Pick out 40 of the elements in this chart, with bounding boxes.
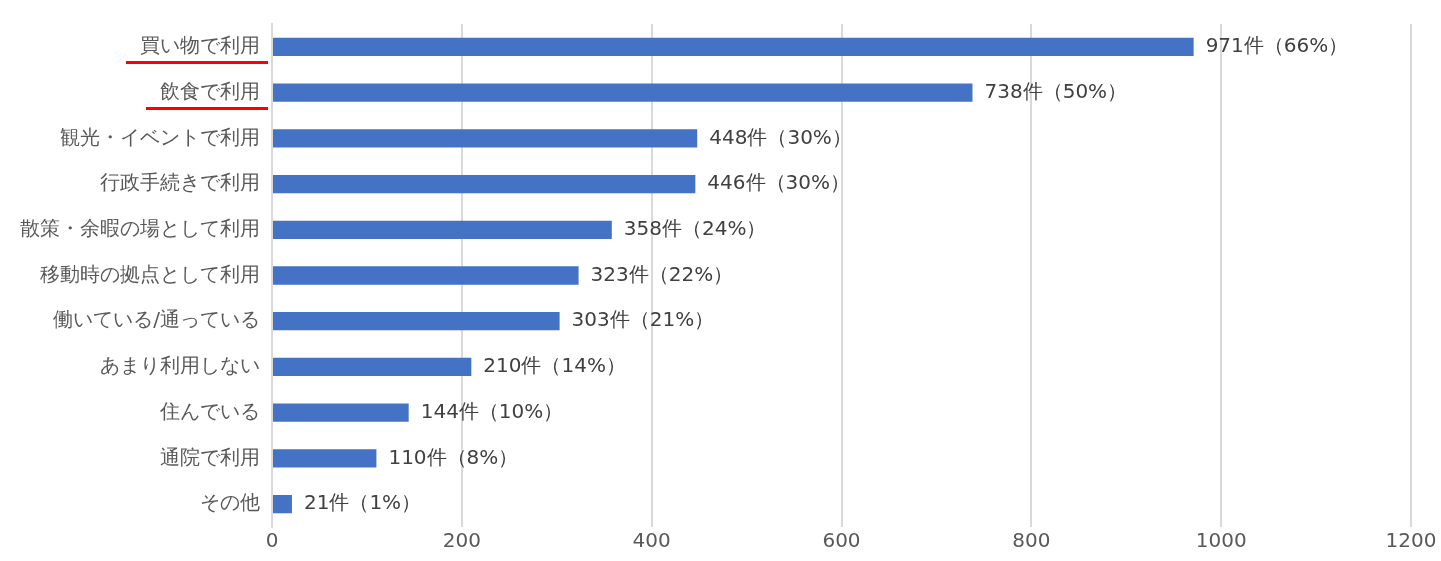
data-label: 446件（30%） xyxy=(707,170,850,195)
y-tick-label: 通院で利用 xyxy=(160,444,260,469)
y-tick-label: 買い物で利用 xyxy=(140,33,260,58)
data-label: 144件（10%） xyxy=(420,398,564,423)
data-label: 21件（1%） xyxy=(303,490,422,515)
data-label: 358件（24%） xyxy=(623,215,767,240)
bar xyxy=(273,403,409,422)
data-label: 210件（14%） xyxy=(483,353,626,378)
y-tick-label: 飲食で利用 xyxy=(160,78,260,103)
x-tick-label: 1200 xyxy=(1385,528,1437,553)
y-tick-label: 移動時の拠点として利用 xyxy=(40,261,260,286)
data-label: 303件（21%） xyxy=(571,307,715,332)
bar xyxy=(273,129,698,148)
bar xyxy=(273,174,696,194)
data-label: 738件（50%） xyxy=(984,78,1128,103)
y-tick-label: 観光・イベントで利用 xyxy=(60,124,260,149)
y-tick-label: その他 xyxy=(200,490,260,515)
x-tick-label: 200 xyxy=(442,528,481,553)
bar xyxy=(273,37,1194,57)
y-tick-label: 住んでいる xyxy=(159,398,260,423)
bar xyxy=(273,220,612,239)
x-tick-label: 800 xyxy=(1012,528,1051,553)
data-label: 323件（22%） xyxy=(590,261,734,286)
bar xyxy=(273,494,292,514)
data-label: 110件（8%） xyxy=(388,444,519,469)
bar xyxy=(273,83,973,102)
y-tick-label: 散策・余暇の場として利用 xyxy=(20,215,260,240)
bar xyxy=(273,266,579,285)
x-tick-label: 1000 xyxy=(1195,528,1247,553)
bar xyxy=(273,449,377,468)
bar xyxy=(273,312,560,331)
data-label: 448件（30%） xyxy=(709,124,852,149)
data-label: 971件（66%） xyxy=(1205,33,1349,58)
x-tick-label: 0 xyxy=(265,528,279,553)
y-tick-label: 働いている/通っている xyxy=(53,307,260,332)
bar xyxy=(273,357,472,377)
y-tick-label: あまり利用しない xyxy=(100,353,260,378)
x-tick-label: 600 xyxy=(822,528,861,553)
x-tick-label: 400 xyxy=(632,528,671,553)
y-tick-label: 行政手続きで利用 xyxy=(100,170,260,195)
